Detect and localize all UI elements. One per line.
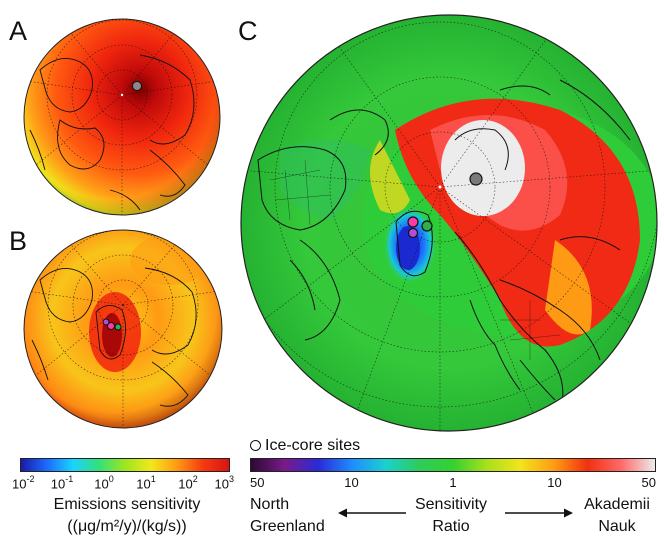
ratio-tick-label: 50 bbox=[641, 475, 656, 490]
emissions-title-line2: ((μg/m²/y)/(kg/s)) bbox=[67, 518, 187, 535]
emissions-colorbar bbox=[20, 458, 230, 472]
emissions-tick-label: 10-2 bbox=[12, 474, 35, 492]
ice-core-sites-label: Ice-core sites bbox=[265, 437, 361, 454]
sensitivity-ratio-line1: Sensitivity bbox=[414, 496, 488, 513]
arrow-right-icon bbox=[505, 508, 573, 518]
panel-label-a: A bbox=[9, 16, 28, 46]
emissions-colorbar-title: Emissions sensitivity ((μg/m²/y)/(kg/s)) bbox=[12, 494, 242, 538]
emissions-tick-label: 10-1 bbox=[50, 474, 74, 492]
north-greenland-label: North Greenland bbox=[250, 494, 325, 538]
ice-core-sites-legend: Ice-core sites bbox=[250, 437, 360, 455]
arrow-left-icon bbox=[338, 508, 406, 518]
emissions-tick-label: 102 bbox=[178, 474, 198, 492]
panel-label-b: B bbox=[9, 226, 28, 256]
emissions-tick-label: 103 bbox=[214, 474, 234, 492]
ratio-colorbar bbox=[250, 458, 656, 472]
emissions-tick-label: 100 bbox=[94, 474, 114, 492]
panel-label-c: C bbox=[238, 16, 258, 46]
akademii-nauk-line2: Nauk bbox=[598, 518, 636, 535]
ice-core-ring-icon bbox=[250, 440, 261, 451]
ratio-tick-label: 10 bbox=[547, 475, 562, 490]
sensitivity-ratio-label: Sensitivity Ratio bbox=[400, 494, 502, 538]
emissions-tick-label: 101 bbox=[136, 474, 156, 492]
ratio-tick-label: 10 bbox=[344, 475, 359, 490]
north-greenland-line1: North bbox=[250, 496, 290, 513]
ratio-tick-label: 50 bbox=[250, 475, 265, 490]
sensitivity-ratio-line2: Ratio bbox=[432, 518, 470, 535]
akademii-nauk-label: Akademii Nauk bbox=[574, 494, 660, 538]
ratio-tick-label: 1 bbox=[449, 475, 457, 490]
akademii-nauk-line1: Akademii bbox=[584, 496, 650, 513]
north-greenland-line2: Greenland bbox=[250, 518, 325, 535]
emissions-title-line1: Emissions sensitivity bbox=[53, 496, 201, 513]
